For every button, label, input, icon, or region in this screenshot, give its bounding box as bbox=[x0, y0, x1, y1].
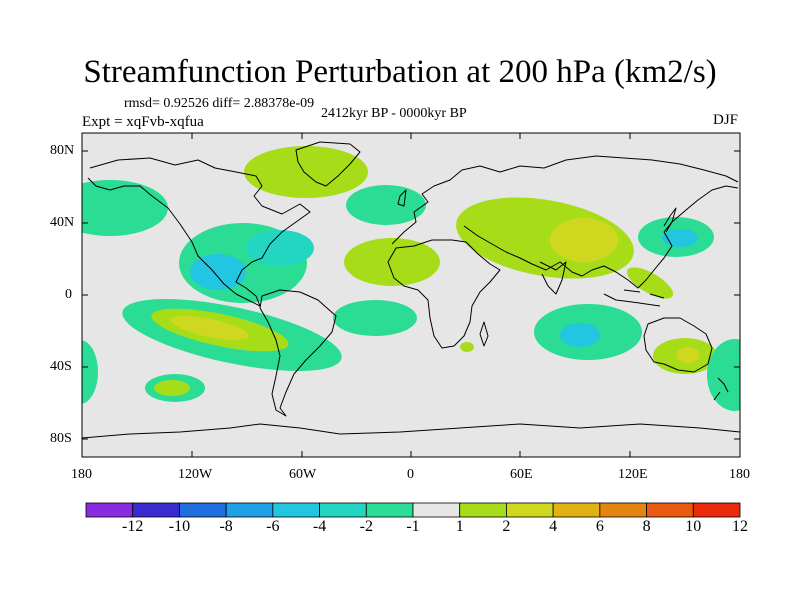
anomaly-layer bbox=[82, 146, 740, 411]
coast-greenland bbox=[295, 141, 361, 187]
colorbar-label: -2 bbox=[359, 518, 373, 535]
lat-label-80s: 80S bbox=[50, 431, 72, 446]
anomaly-south-atlantic-negative bbox=[333, 300, 417, 336]
colorbar-swatch bbox=[412, 502, 461, 518]
lat-label-40n: 40N bbox=[50, 215, 75, 230]
colorbar-swatch bbox=[552, 502, 601, 518]
colorbar-label: -10 bbox=[168, 518, 191, 535]
anomaly-greenland-positive bbox=[244, 146, 368, 198]
coast-south-america bbox=[259, 289, 337, 417]
axis-ticks bbox=[81, 133, 741, 457]
colorbar-swatch bbox=[319, 502, 367, 518]
colorbar-label: -4 bbox=[312, 518, 327, 535]
lat-label-eq: 0 bbox=[65, 287, 72, 302]
anomaly-se-asia-positive bbox=[626, 267, 674, 299]
colorbar-label: 10 bbox=[685, 518, 702, 535]
coast-australia bbox=[643, 317, 713, 373]
colorbar-swatch bbox=[365, 502, 414, 518]
colorbar-swatch bbox=[132, 502, 180, 518]
lat-label-80n: 80N bbox=[50, 143, 75, 158]
coast-africa bbox=[387, 239, 501, 349]
lon-label-180e: 180 bbox=[729, 467, 750, 482]
anomaly-north-atlantic-negative bbox=[346, 185, 426, 225]
colorbar-label: 8 bbox=[642, 518, 651, 535]
colorbar-swatch bbox=[225, 502, 274, 518]
anomaly-australia-positive-core bbox=[676, 347, 700, 363]
anomaly-southern-africa-positive bbox=[460, 342, 474, 352]
colorbar-swatch bbox=[599, 502, 647, 518]
coast-indonesia bbox=[603, 289, 665, 307]
anomaly-north-pacific-west-negative bbox=[82, 180, 168, 236]
coast-japan bbox=[663, 207, 677, 233]
anomaly-west-pacific-edge-negative bbox=[82, 340, 98, 404]
plot-title: Streamfunction Perturbation at 200 hPa (… bbox=[83, 54, 717, 90]
colorbar-swatch bbox=[459, 502, 507, 518]
anomaly-indian-ocean-negative-core bbox=[560, 323, 600, 347]
colorbar-label: 1 bbox=[455, 518, 464, 535]
lon-label-60e: 60E bbox=[510, 467, 533, 482]
map-background bbox=[82, 133, 740, 457]
colorbar-label: 12 bbox=[732, 518, 748, 535]
lat-label-40s: 40S bbox=[50, 359, 72, 374]
colorbar-label: 2 bbox=[502, 518, 511, 535]
colorbar-swatch bbox=[506, 502, 554, 518]
coast-new-zealand bbox=[713, 377, 729, 401]
colorbar-swatch bbox=[85, 502, 134, 518]
experiment-label: Expt = xqFvb-xqfua bbox=[82, 114, 204, 130]
colorbar-swatch bbox=[272, 502, 320, 518]
colorbar-swatch bbox=[179, 502, 227, 518]
anomaly-south-pacific-positive bbox=[154, 380, 190, 396]
coast-north-america bbox=[87, 157, 311, 307]
anomaly-asia-positive-core bbox=[550, 218, 618, 262]
coastlines bbox=[82, 141, 740, 439]
colorbar-label: 6 bbox=[595, 518, 604, 535]
coast-asia-south bbox=[463, 185, 739, 289]
colorbar-swatch bbox=[692, 502, 741, 518]
lon-label-180w: 180 bbox=[71, 467, 92, 482]
colorbar-swatch bbox=[646, 502, 694, 518]
colorbar-label: -12 bbox=[122, 518, 144, 535]
anomaly-gulf-negative-inner bbox=[190, 254, 246, 290]
colorbar-label: -6 bbox=[266, 518, 280, 535]
coast-antarctica bbox=[82, 423, 740, 439]
anomaly-tropical-pacific-positive-core bbox=[170, 315, 250, 341]
lon-label-120e: 120E bbox=[618, 467, 648, 482]
lon-label-60w: 60W bbox=[289, 467, 317, 482]
coast-madagascar bbox=[479, 321, 489, 347]
lon-label-120w: 120W bbox=[178, 467, 213, 482]
colorbar bbox=[85, 502, 741, 518]
lon-label-0: 0 bbox=[407, 467, 414, 482]
colorbar-label: -8 bbox=[219, 518, 233, 535]
anomaly-japan-negative-core bbox=[662, 229, 698, 247]
coast-india bbox=[539, 261, 567, 295]
colorbar-label: 4 bbox=[549, 518, 558, 535]
period-label: 2412kyr BP - 0000kyr BP bbox=[321, 106, 467, 121]
coast-uk bbox=[397, 189, 407, 207]
stats-text: rmsd= 0.92526 diff= 2.88378e-09 bbox=[124, 96, 315, 111]
coast-eurasia bbox=[391, 155, 739, 245]
season-label: DJF bbox=[713, 112, 739, 128]
anomaly-west-africa-positive bbox=[344, 238, 440, 286]
anomaly-east-pacific-edge-negative bbox=[707, 339, 740, 411]
colorbar-label: -1 bbox=[406, 518, 420, 535]
